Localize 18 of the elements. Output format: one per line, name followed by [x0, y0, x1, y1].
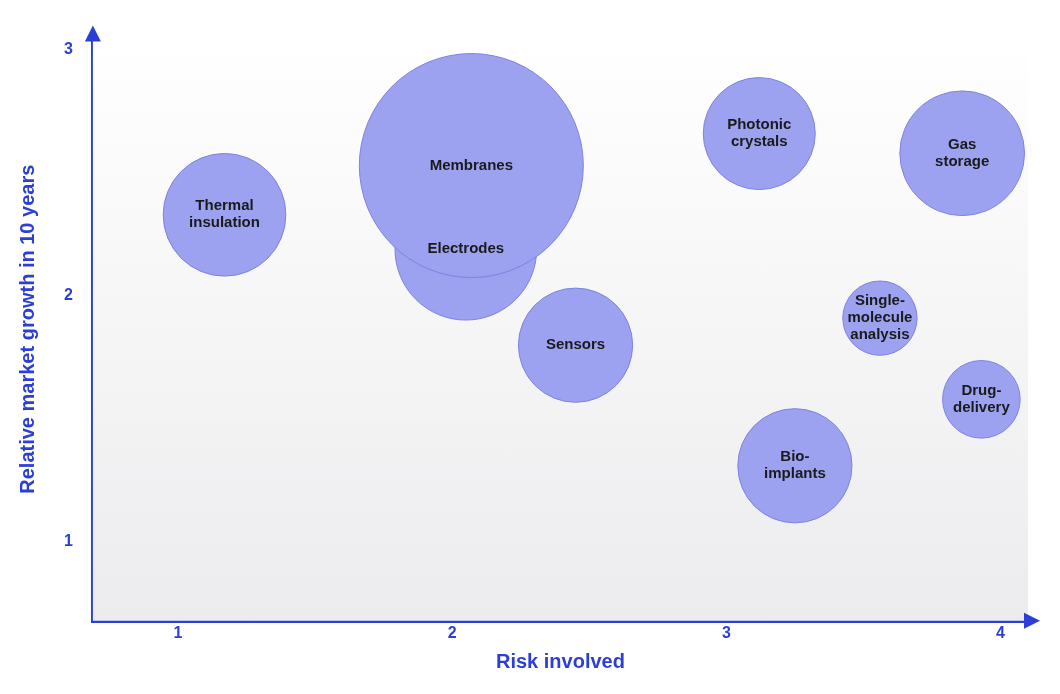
- x-tick-label: 4: [996, 623, 1006, 641]
- series-label: Bio-implants: [764, 447, 826, 482]
- series-label: Sensors: [545, 335, 606, 353]
- series-label: Drug-delivery: [953, 380, 1011, 415]
- series-label: Membranes: [429, 155, 514, 173]
- series-label: Gas storage: [935, 134, 990, 169]
- y-axis-title: Relative market growth in 10 years: [15, 164, 38, 494]
- series-label: Single-molecule analysis: [847, 291, 913, 343]
- y-tick-label: 2: [63, 286, 73, 304]
- series-label: Photonic crystals: [727, 115, 792, 150]
- series-label: Thermal insulation: [189, 196, 260, 231]
- x-tick-label: 2: [447, 623, 457, 641]
- series-label: Electrodes: [427, 239, 505, 257]
- x-tick-label: 1: [173, 623, 183, 641]
- y-tick-label: 1: [63, 532, 73, 550]
- x-axis-title: Risk involved: [495, 649, 625, 672]
- x-tick-label: 3: [721, 623, 731, 641]
- y-tick-label: 3: [63, 40, 73, 58]
